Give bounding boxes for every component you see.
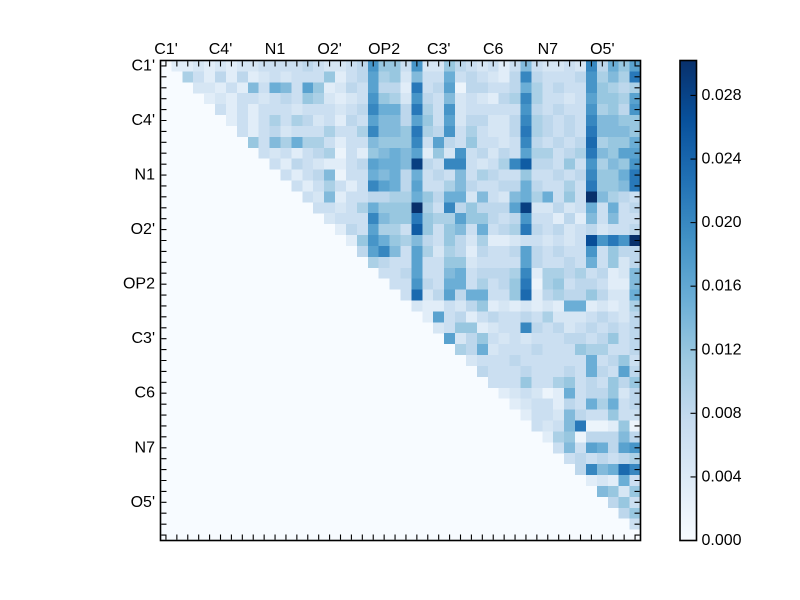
svg-text:C6: C6 (135, 385, 156, 402)
svg-text:C4': C4' (209, 41, 233, 58)
svg-text:O2': O2' (131, 221, 155, 238)
svg-text:N7: N7 (135, 439, 156, 456)
svg-text:N7: N7 (538, 41, 559, 58)
svg-text:O5': O5' (590, 41, 614, 58)
svg-text:OP2: OP2 (123, 276, 155, 293)
svg-text:C1': C1' (131, 58, 155, 75)
svg-text:0.000: 0.000 (702, 532, 742, 549)
svg-text:OP2: OP2 (368, 41, 400, 58)
svg-text:0.016: 0.016 (702, 278, 742, 295)
svg-text:0.028: 0.028 (702, 87, 742, 104)
svg-text:C4': C4' (131, 112, 155, 129)
svg-text:0.020: 0.020 (702, 214, 742, 231)
svg-text:O5': O5' (131, 494, 155, 511)
svg-text:0.024: 0.024 (702, 151, 742, 168)
svg-text:C3': C3' (427, 41, 451, 58)
svg-text:N1: N1 (265, 41, 286, 58)
svg-text:C3': C3' (131, 330, 155, 347)
svg-text:C6: C6 (483, 41, 504, 58)
svg-text:O2': O2' (317, 41, 341, 58)
svg-text:0.004: 0.004 (702, 468, 742, 485)
svg-text:C1': C1' (154, 41, 178, 58)
svg-text:N1: N1 (135, 167, 156, 184)
svg-text:0.008: 0.008 (702, 405, 742, 422)
svg-text:0.012: 0.012 (702, 341, 742, 358)
